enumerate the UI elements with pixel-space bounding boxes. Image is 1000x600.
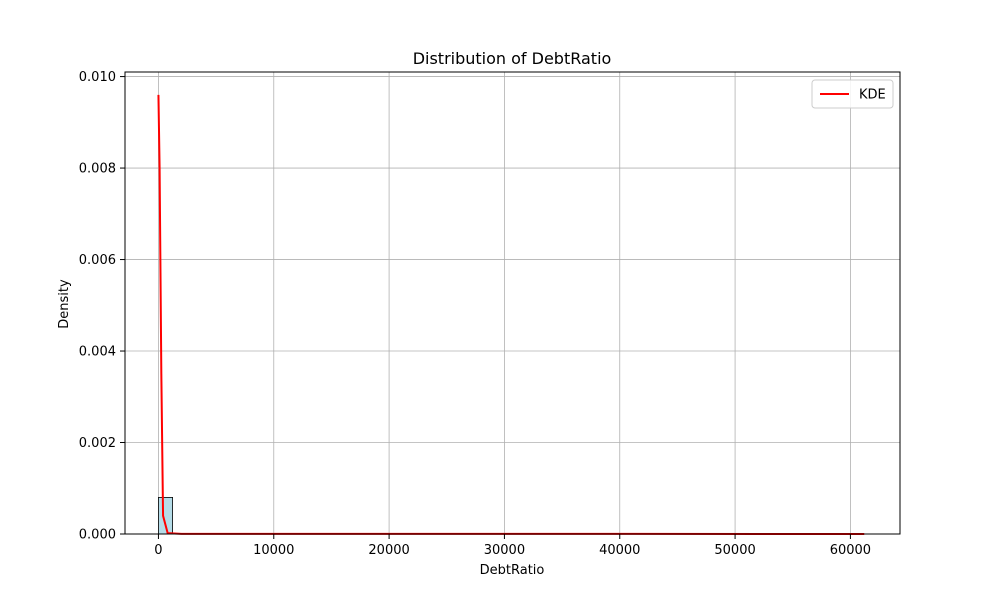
x-tick-label: 50000 — [714, 543, 755, 558]
x-tick-label: 0 — [154, 543, 162, 558]
y-axis-title: Density — [57, 279, 72, 329]
legend-box — [811, 79, 894, 109]
legend: KDE — [811, 79, 894, 109]
y-tick-label: 0.000 — [79, 528, 116, 543]
x-tick-label: 40000 — [599, 543, 640, 558]
x-axis: 0 10000 20000 30000 40000 50000 60000 — [154, 534, 871, 558]
y-axis: 0.000 0.002 0.004 0.006 0.008 0.010 — [79, 70, 125, 543]
y-tick-label: 0.002 — [79, 436, 116, 451]
x-tick-label: 20000 — [368, 543, 409, 558]
x-tick-label: 10000 — [253, 543, 294, 558]
x-tick-label: 30000 — [484, 543, 525, 558]
plot-area — [124, 71, 901, 535]
plot-background — [125, 72, 900, 534]
y-tick-label: 0.006 — [79, 253, 116, 268]
grid — [125, 72, 900, 535]
x-tick-label: 60000 — [830, 543, 871, 558]
x-axis-title: DebtRatio — [480, 563, 545, 578]
plot-frame — [124, 71, 901, 535]
y-tick-label: 0.008 — [79, 162, 116, 177]
y-tick-label: 0.010 — [79, 70, 116, 85]
y-tick-label: 0.004 — [79, 345, 116, 360]
legend-label: KDE — [859, 88, 886, 103]
chart-title: Distribution of DebtRatio — [413, 49, 612, 68]
